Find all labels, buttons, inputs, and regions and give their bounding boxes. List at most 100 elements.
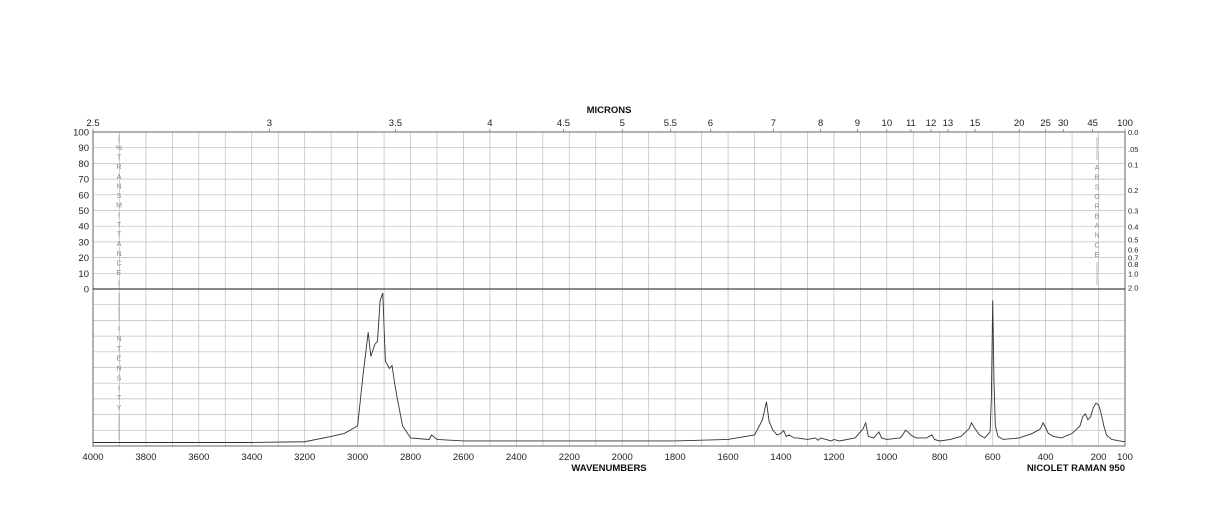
micron-tick-label: 15 xyxy=(970,118,981,129)
micron-tick-label: 3 xyxy=(267,118,272,129)
intensity-letter: I xyxy=(118,326,120,333)
absorbance-letter: B xyxy=(1095,213,1100,220)
x-tick-label: 1000 xyxy=(876,452,897,463)
right-tick-label: 0.1 xyxy=(1128,160,1138,169)
transmittance-letter: T xyxy=(117,232,122,239)
absorbance-letter: C xyxy=(1094,242,1099,249)
intensity-letter: N xyxy=(116,366,121,373)
x-tick-label: 1600 xyxy=(718,452,739,463)
micron-tick-label: 6 xyxy=(708,118,713,129)
right-tick-label: 2.0 xyxy=(1128,283,1138,292)
left-tick-label: 0 xyxy=(84,285,89,296)
x-tick-label: 3200 xyxy=(294,452,315,463)
transmittance-letter: T xyxy=(117,222,122,229)
transmittance-letter: M xyxy=(116,203,122,210)
intensity-letter: N xyxy=(116,336,121,343)
micron-tick-label: 4.5 xyxy=(557,118,570,129)
transmittance-letter: E xyxy=(117,270,122,277)
x-tick-label: 400 xyxy=(1038,452,1054,463)
plot-frame xyxy=(92,131,1126,447)
left-tick-label: 70 xyxy=(78,175,89,186)
micron-tick-label: 5 xyxy=(620,118,625,129)
right-tick-label: 0.6 xyxy=(1128,246,1138,255)
x-tick-label: 3600 xyxy=(188,452,209,463)
transmittance-letter: C xyxy=(116,260,121,267)
micron-tick-label: 25 xyxy=(1040,118,1051,129)
absorbance-letter: R xyxy=(1094,204,1099,211)
left-tick-label: 30 xyxy=(78,237,89,248)
micron-tick-label: 8 xyxy=(818,118,823,129)
x-tick-label: 2400 xyxy=(506,452,527,463)
absorbance-letter: O xyxy=(1094,194,1100,201)
absorbance-letter: A xyxy=(1095,223,1100,230)
spectrum-line xyxy=(93,292,1126,443)
right-tick-label: .05 xyxy=(1128,145,1138,154)
left-tick-label: 50 xyxy=(78,206,89,217)
x-tick-label: 2200 xyxy=(559,452,580,463)
right-tick-label: 0.4 xyxy=(1128,222,1138,231)
micron-tick-label: 11 xyxy=(906,118,916,129)
left-tick-label: 20 xyxy=(78,253,89,264)
x-tick-label: 3400 xyxy=(241,452,262,463)
intensity-letter: Y xyxy=(117,405,122,412)
right-tick-label: 0.0 xyxy=(1128,128,1138,137)
intensity-letter: T xyxy=(117,346,122,353)
absorbance-letter: S xyxy=(1095,184,1100,191)
micron-tick-label: 13 xyxy=(943,118,954,129)
x-tick-label: 200 xyxy=(1091,452,1107,463)
micron-tick-label: 9 xyxy=(855,118,860,129)
transmittance-letter: N xyxy=(116,183,121,190)
intensity-letter: T xyxy=(117,395,122,402)
x-tick-label: 1200 xyxy=(823,452,844,463)
micron-tick-label: 5.5 xyxy=(664,118,677,129)
micron-tick-label: 30 xyxy=(1058,118,1069,129)
micron-tick-label: 4 xyxy=(487,118,492,129)
x-tick-label: 2600 xyxy=(453,452,474,463)
micron-tick-label: 3.5 xyxy=(389,118,402,129)
right-tick-label: 0.8 xyxy=(1128,260,1138,269)
right-tick-label: 0.2 xyxy=(1128,186,1138,195)
micron-tick-label: 2.5 xyxy=(86,118,99,129)
micron-tick-label: 7 xyxy=(771,118,776,129)
x-tick-label: 4000 xyxy=(82,452,103,463)
absorbance-letter: B xyxy=(1095,175,1100,182)
transmittance-letter: I xyxy=(118,212,120,219)
transmittance-letter: A xyxy=(117,241,122,248)
absorbance-letter: A xyxy=(1095,165,1100,172)
transmittance-letter: T xyxy=(117,155,122,162)
right-tick-label: 0.5 xyxy=(1128,235,1138,244)
intensity-letter: S xyxy=(117,375,122,382)
micron-tick-label: 12 xyxy=(926,118,937,129)
left-tick-label: 10 xyxy=(78,269,89,280)
x-tick-label: 100 xyxy=(1117,452,1133,463)
bottom-axis-title: WAVENUMBERS xyxy=(571,463,646,474)
right-tick-label: 0.7 xyxy=(1128,254,1138,263)
transmittance-letter: % xyxy=(116,145,122,152)
left-tick-label: 90 xyxy=(78,143,89,154)
left-tick-label: 60 xyxy=(78,190,89,201)
x-tick-label: 2800 xyxy=(400,452,421,463)
x-tick-label: 3000 xyxy=(347,452,368,463)
right-tick-label: 1.0 xyxy=(1128,269,1138,278)
transmittance-letter: A xyxy=(117,174,122,181)
transmittance-letter: N xyxy=(116,251,121,258)
x-tick-label: 1800 xyxy=(665,452,686,463)
left-tick-label: 80 xyxy=(78,159,89,170)
absorbance-letter: N xyxy=(1094,233,1099,240)
micron-tick-label: 10 xyxy=(882,118,893,129)
top-axis-title: MICRONS xyxy=(587,105,632,116)
micron-tick-label: 45 xyxy=(1087,118,1098,129)
x-tick-label: 3800 xyxy=(135,452,156,463)
left-tick-label: 40 xyxy=(78,222,89,233)
micron-tick-label: 20 xyxy=(1014,118,1025,129)
intensity-letter: I xyxy=(118,385,120,392)
x-tick-label: 1400 xyxy=(770,452,791,463)
instrument-label: NICOLET RAMAN 950 xyxy=(1027,463,1125,474)
axis-labels: 4000 3800 3600 3400 3200 3000 2800 2600 2400 2200… xyxy=(73,118,1138,463)
left-tick-label: 100 xyxy=(73,128,89,139)
transmittance-letter: R xyxy=(116,164,121,171)
transmittance-letter: S xyxy=(117,193,122,200)
x-tick-label: 800 xyxy=(932,452,948,463)
right-tick-label: 0.3 xyxy=(1128,206,1138,215)
